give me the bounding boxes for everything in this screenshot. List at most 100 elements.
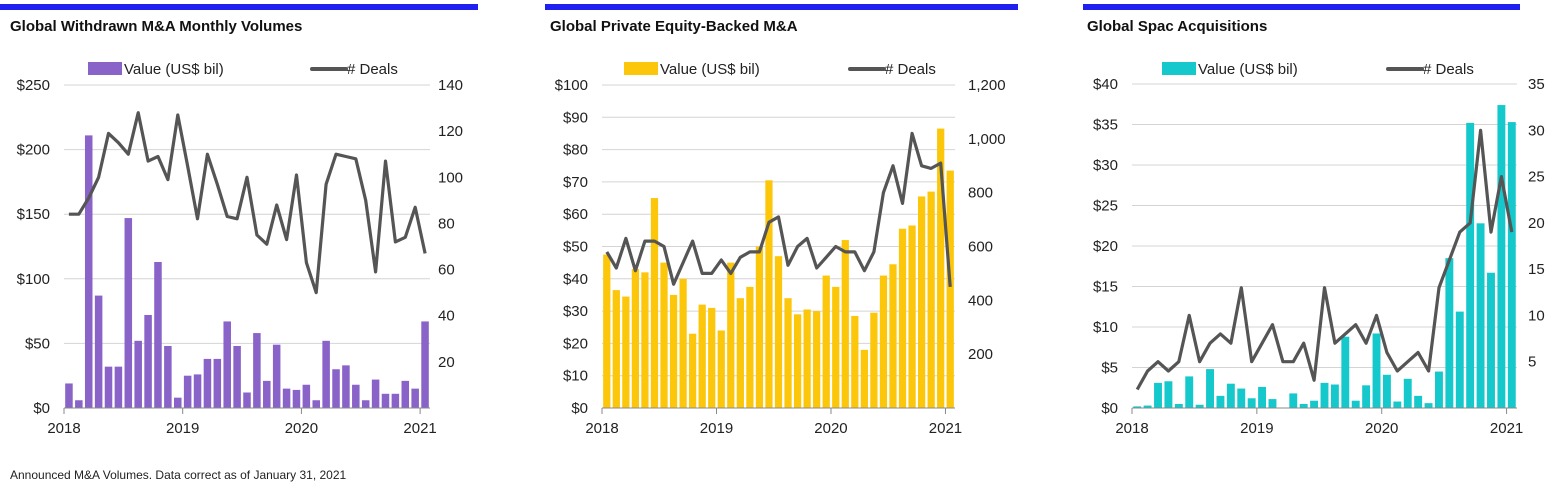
- bar: [193, 374, 202, 408]
- bar: [793, 314, 802, 408]
- bar: [879, 275, 888, 408]
- bar: [243, 392, 251, 408]
- bar: [1299, 403, 1308, 408]
- x-tick-label: 2018: [585, 420, 618, 437]
- bar: [841, 240, 849, 408]
- bar: [84, 135, 93, 408]
- bar: [946, 170, 954, 408]
- bar: [1195, 404, 1204, 408]
- x-tick-label: 2020: [1365, 420, 1398, 437]
- footnote: Announced M&A Volumes. Data correct as o…: [10, 468, 347, 482]
- bar: [421, 321, 429, 408]
- bar: [1455, 311, 1464, 408]
- bar: [832, 286, 840, 408]
- bar: [1164, 381, 1173, 408]
- bar: [1414, 395, 1423, 408]
- bar: [282, 388, 291, 408]
- bar: [1507, 122, 1516, 408]
- bar: [1226, 383, 1235, 408]
- bar: [104, 366, 113, 408]
- chart-title-withdrawn: Global Withdrawn M&A Monthly Volumes: [10, 18, 303, 35]
- legend-bar-label: Value (US$ bil): [124, 61, 224, 78]
- chart-title-spac: Global Spac Acquisitions: [1087, 18, 1268, 35]
- bar: [332, 369, 340, 408]
- bar: [1258, 386, 1267, 408]
- y-right-tick-label: 35: [1528, 76, 1545, 93]
- bar: [1466, 122, 1475, 408]
- chart-title-pe-backed: Global Private Equity-Backed M&A: [550, 18, 798, 35]
- y-left-tick-label: $10: [563, 368, 588, 385]
- bar: [1174, 403, 1183, 408]
- bar: [1247, 398, 1256, 408]
- y-right-tick-label: 40: [438, 308, 455, 325]
- y-right-tick-label: 10: [1528, 307, 1545, 324]
- y-right-tick-label: 400: [968, 292, 993, 309]
- bar: [213, 358, 222, 408]
- legend-bar-swatch: [1162, 62, 1196, 75]
- bar: [669, 294, 678, 408]
- x-tick-label: 2018: [47, 420, 80, 437]
- bar: [312, 400, 321, 408]
- y-right-tick-label: 20: [438, 354, 455, 371]
- bar: [1143, 405, 1152, 408]
- legend-line-label: # Deals: [1423, 61, 1474, 78]
- bar: [233, 345, 241, 408]
- bar: [851, 315, 859, 408]
- bar: [154, 262, 162, 408]
- header-bar-3: [1083, 4, 1520, 10]
- bar: [927, 191, 935, 408]
- y-left-tick-label: $50: [563, 239, 588, 256]
- bar: [1445, 258, 1454, 408]
- bar: [1497, 105, 1506, 408]
- y-right-tick-label: 600: [968, 239, 993, 256]
- bar: [622, 296, 630, 408]
- x-tick-label: 2019: [166, 420, 199, 437]
- bar: [727, 262, 735, 408]
- bar: [173, 397, 182, 408]
- y-left-tick-label: $0: [1101, 400, 1118, 417]
- bar: [631, 269, 640, 408]
- bar: [1320, 382, 1329, 408]
- bar: [1289, 393, 1298, 408]
- y-right-tick-label: 120: [438, 123, 463, 140]
- y-right-tick-label: 60: [438, 262, 455, 279]
- y-right-tick-label: 200: [968, 346, 993, 363]
- bar: [391, 393, 400, 408]
- y-left-tick-label: $35: [1093, 117, 1118, 134]
- x-tick-label: 2019: [1240, 420, 1273, 437]
- bar: [660, 262, 668, 408]
- x-tick-label: 2021: [929, 420, 962, 437]
- bar: [94, 295, 103, 408]
- bar: [889, 264, 897, 408]
- bar: [292, 389, 301, 408]
- bar: [708, 307, 716, 408]
- bar: [746, 286, 754, 408]
- y-left-tick-label: $40: [563, 271, 588, 288]
- y-left-tick-label: $200: [17, 142, 50, 159]
- y-left-tick-label: $250: [17, 77, 50, 94]
- bar: [689, 333, 697, 408]
- bar: [223, 321, 231, 408]
- bar: [803, 309, 811, 408]
- bar: [371, 379, 380, 408]
- bar: [1206, 369, 1214, 408]
- bar: [641, 272, 649, 408]
- bar: [253, 333, 261, 408]
- y-right-tick-label: 20: [1528, 215, 1545, 232]
- bar: [698, 304, 706, 408]
- bar: [401, 380, 410, 408]
- bar: [774, 256, 783, 408]
- bar: [263, 380, 271, 408]
- bar: [898, 228, 907, 408]
- bar: [164, 345, 172, 408]
- y-left-tick-label: $25: [1093, 198, 1118, 215]
- bar: [342, 365, 350, 408]
- y-left-tick-label: $100: [555, 77, 588, 94]
- y-left-tick-label: $15: [1093, 279, 1118, 296]
- y-left-tick-label: $100: [17, 271, 50, 288]
- bar: [937, 128, 945, 409]
- bar: [1393, 401, 1402, 408]
- y-right-tick-label: 1,000: [968, 131, 1006, 148]
- legend-line-label: # Deals: [885, 61, 936, 78]
